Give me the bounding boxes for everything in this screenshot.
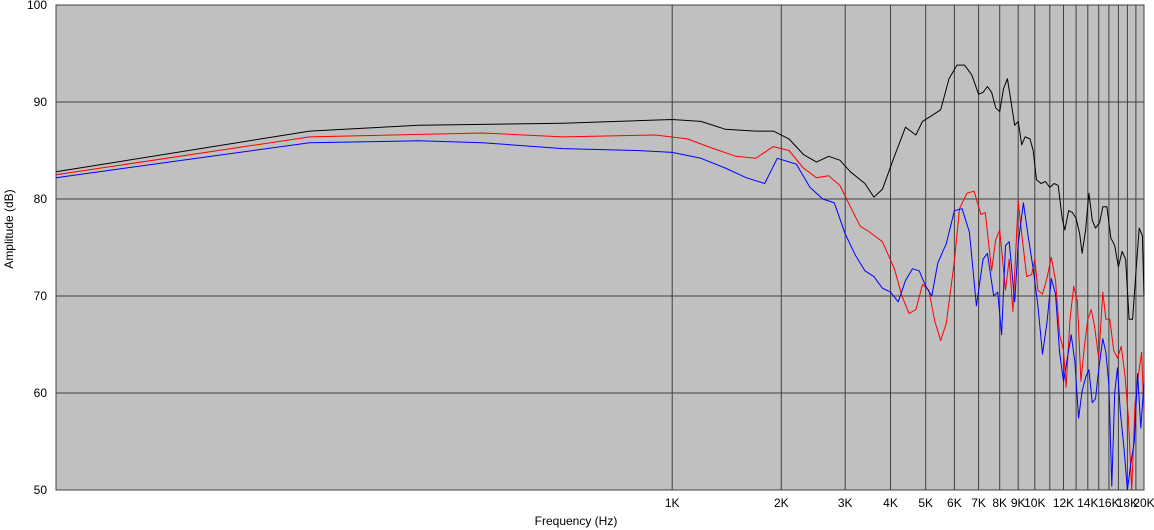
x-tick-label: 8K [992,496,1007,510]
x-axis-title: Frequency (Hz) [535,514,618,528]
y-tick-label: 50 [34,483,48,497]
x-tick-label: 14K [1077,496,1098,510]
y-tick-label: 90 [34,95,48,109]
y-axis-title: Amplitude (dB) [2,189,16,268]
x-tick-label: 16K [1098,496,1119,510]
x-tick-label: 6K [947,496,962,510]
x-tick-label: 3K [838,496,853,510]
x-tick-label: 4K [883,496,898,510]
series-layer [55,64,1145,491]
x-tick-label: 9K [1011,496,1026,510]
x-tick-label: 18K [1117,496,1138,510]
x-tick-label: 12K [1053,496,1074,510]
x-tick-label: 7K [971,496,986,510]
horizontal-gridlines [56,4,1144,491]
series-line [55,132,1145,491]
series-line [55,140,1145,491]
y-tick-label: 80 [34,192,48,206]
x-tick-label: 2K [774,496,789,510]
y-tick-labels: 50 60 70 80 90 100 [27,0,47,497]
y-tick-label: 70 [34,289,48,303]
x-tick-label: 1K [665,496,680,510]
vertical-gridlines [671,5,1145,490]
series-line [55,64,1145,320]
y-tick-label: 60 [34,386,48,400]
x-tick-label: 10K [1024,496,1045,510]
x-tick-label: 5K [918,496,933,510]
plot-area [55,4,1145,491]
x-tick-label: 20K [1133,496,1154,510]
y-tick-label: 100 [27,0,47,12]
